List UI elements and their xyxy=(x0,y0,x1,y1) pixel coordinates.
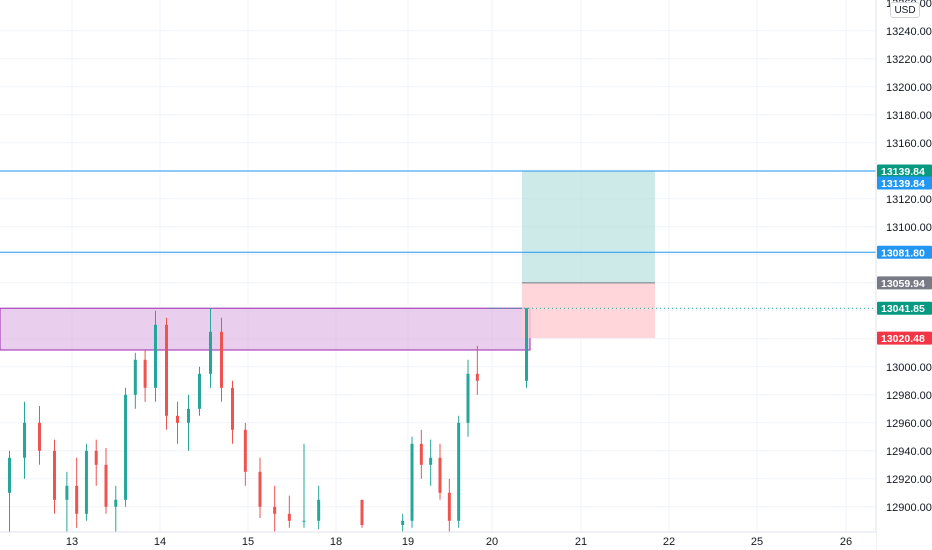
candle-body xyxy=(124,394,128,500)
price-tag-box xyxy=(877,331,932,345)
candle-body xyxy=(143,359,147,388)
candle-body xyxy=(419,443,423,465)
time-tick-label: 15 xyxy=(242,536,254,548)
price-tick-label: 12940.00 xyxy=(886,446,932,458)
price-tick-label: 13160.00 xyxy=(886,138,932,150)
candle-body xyxy=(165,324,168,416)
price-axis[interactable]: 13240.00 13220.00 13200.00 13180.00 13160.00… xyxy=(875,0,932,550)
candle-body xyxy=(466,373,470,423)
candle-body xyxy=(525,308,528,381)
time-tick-label: 21 xyxy=(575,536,587,548)
price-tag-box xyxy=(877,276,932,290)
price-tick-label: 13100.00 xyxy=(886,222,932,234)
time-axis[interactable]: 13 14 15 18 19 20 21 22 25 26 xyxy=(0,531,876,550)
price-tag-label: 13059.94 xyxy=(881,278,925,290)
candle-body xyxy=(8,457,11,493)
price-tick-label: 13200.00 xyxy=(886,82,932,94)
time-tick-label: 26 xyxy=(840,536,852,548)
price-tag: 13059.94 xyxy=(877,276,932,290)
price-tag-box xyxy=(877,176,932,190)
candle-body xyxy=(65,485,69,500)
price-tag: 13081.80 xyxy=(877,245,932,259)
candle-body xyxy=(475,373,479,381)
candle-body xyxy=(133,359,137,395)
candle-body xyxy=(243,429,247,472)
time-tick-label: 25 xyxy=(751,536,763,548)
price-tick-label: 13120.00 xyxy=(886,194,932,206)
candle-body xyxy=(273,506,277,514)
candle-body xyxy=(187,408,190,423)
candles xyxy=(8,308,528,532)
candle-body xyxy=(84,450,88,514)
candle-body xyxy=(429,457,433,465)
candle-body xyxy=(231,387,234,430)
price-tag-box xyxy=(877,245,932,259)
price-tag: 13020.48 xyxy=(877,331,932,345)
candle-body xyxy=(104,464,108,507)
candle-body xyxy=(447,492,451,521)
time-tick-label: 22 xyxy=(663,536,675,548)
candle-body xyxy=(114,499,118,507)
price-tick-label: 12960.00 xyxy=(886,418,932,430)
price-tag-label: 13139.84 xyxy=(881,178,925,190)
price-tag-box xyxy=(877,301,932,315)
drawings[interactable] xyxy=(0,171,655,351)
price-axis-background xyxy=(876,0,932,550)
candle-body xyxy=(94,450,98,465)
price-tag-label: 13081.80 xyxy=(881,247,925,259)
candle-body xyxy=(287,513,291,521)
price-tick-label: 13220.00 xyxy=(886,54,932,66)
time-tick-label: 18 xyxy=(330,536,342,548)
target-zone xyxy=(522,171,655,283)
price-tag-label: 13139.84 xyxy=(881,166,925,178)
price-tick-label: 12900.00 xyxy=(886,502,932,514)
grid xyxy=(0,0,876,532)
price-tick-label: 13240.00 xyxy=(886,26,932,38)
time-tick-label: 13 xyxy=(66,536,78,548)
candle-body xyxy=(258,471,262,507)
candle-body xyxy=(438,457,442,493)
price-tick-label: 12980.00 xyxy=(886,390,932,402)
time-tick-label: 19 xyxy=(402,536,414,548)
candle-body xyxy=(198,373,201,409)
currency-button[interactable]: USD xyxy=(890,2,920,18)
candle-body xyxy=(53,450,56,500)
zone-rectangle xyxy=(0,307,531,351)
candle-body xyxy=(23,422,26,458)
price-tick-label: 13180.00 xyxy=(886,110,932,122)
horizontal-lines[interactable] xyxy=(0,170,876,309)
candle-body xyxy=(302,520,306,522)
candle-body xyxy=(38,422,41,451)
candle-body xyxy=(75,485,79,514)
time-axis-background xyxy=(0,532,876,550)
candle-body xyxy=(317,499,321,521)
stop-zone xyxy=(522,282,655,339)
price-tag: 13139.84 xyxy=(877,164,932,178)
candle-body xyxy=(154,324,157,388)
candle-body xyxy=(457,422,461,521)
price-tag-box xyxy=(877,164,932,178)
price-tag: 13139.84 xyxy=(877,176,932,190)
price-tick-label: 12920.00 xyxy=(886,474,932,486)
candle-body xyxy=(209,331,212,374)
price-tag: 13041.85 xyxy=(877,301,932,315)
time-tick-label: 20 xyxy=(486,536,498,548)
time-tick-label: 14 xyxy=(154,536,166,548)
candle-body xyxy=(220,331,223,388)
candle-body xyxy=(401,520,405,525)
price-tick-label: 13000.00 xyxy=(886,362,932,374)
candle-body xyxy=(360,499,364,525)
price-tag-label: 13041.85 xyxy=(881,303,925,315)
candle-body xyxy=(176,415,179,423)
candle-body xyxy=(410,443,414,521)
price-tag-label: 13020.48 xyxy=(881,333,925,345)
